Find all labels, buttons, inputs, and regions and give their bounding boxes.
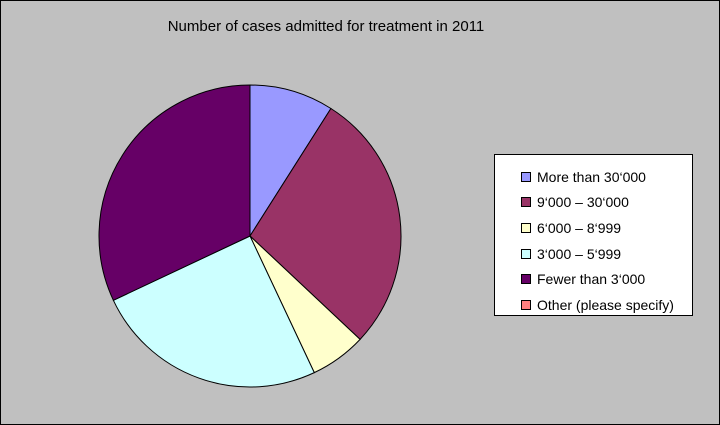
legend-item: More than 30‘000 [495,164,692,190]
legend-swatch [521,171,531,182]
legend-label: More than 30‘000 [537,168,646,185]
legend-label: Other (please specify) [537,296,674,313]
legend-item: 3‘000 – 5‘999 [495,241,692,267]
legend-swatch [521,299,531,310]
legend-item: Fewer than 3‘000 [495,266,692,292]
legend-label: 9‘000 – 30‘000 [537,194,629,211]
chart-title: Number of cases admitted for treatment i… [167,18,485,35]
legend-item: 9‘000 – 30‘000 [495,190,692,216]
pie-slice-0 [249,84,332,238]
legend-swatch [521,197,531,208]
legend-item: Other (please specify) [495,292,692,318]
chart-legend: More than 30‘000 9‘000 – 30‘000 6‘000 – 8‘… [494,154,693,316]
pie-slice-4 [98,84,251,301]
pie-slice-3 [112,235,315,388]
pie-slice-1 [249,107,402,341]
legend-swatch [521,248,531,259]
legend-swatch [521,222,531,233]
legend-swatch [521,274,531,285]
legend-label: 6‘000 – 8‘999 [537,219,622,236]
legend-label: Fewer than 3‘000 [537,271,646,288]
legend-label: 3‘000 – 5‘999 [537,245,622,262]
legend-item: 6‘000 – 8‘999 [495,215,692,241]
